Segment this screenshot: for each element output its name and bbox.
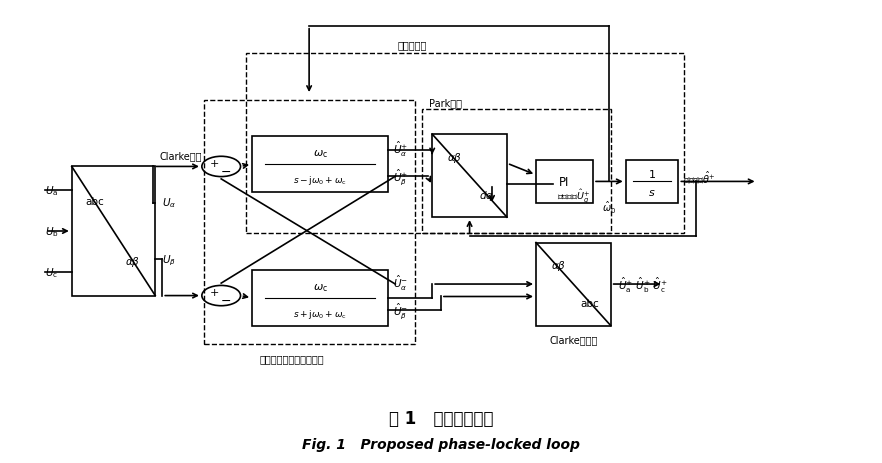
Text: Fig. 1   Proposed phase-locked loop: Fig. 1 Proposed phase-locked loop (302, 437, 580, 451)
Text: $\hat{U}_{\beta}^{+}$: $\hat{U}_{\beta}^{+}$ (392, 167, 407, 187)
Text: $U_{\mathrm{c}}$: $U_{\mathrm{c}}$ (46, 266, 58, 280)
Text: abc: abc (85, 197, 104, 207)
Text: $\alpha\beta$: $\alpha\beta$ (125, 254, 140, 268)
Text: $s-\mathrm{j}\omega_0+\omega_{\mathrm{c}}$: $s-\mathrm{j}\omega_0+\omega_{\mathrm{c}… (293, 174, 347, 187)
Bar (252, 137, 388, 193)
Text: +: + (209, 287, 219, 297)
Bar (432, 135, 507, 218)
Text: $-$: $-$ (220, 164, 231, 177)
Bar (71, 167, 155, 296)
Text: 1: 1 (648, 169, 655, 179)
Text: $\hat{U}_{\beta}^{-}$: $\hat{U}_{\beta}^{-}$ (392, 300, 407, 320)
Text: $U_{\beta}$: $U_{\beta}$ (162, 253, 176, 267)
Text: $s$: $s$ (648, 188, 656, 198)
Bar (422, 110, 610, 234)
Text: 正序相位$\hat{\theta}^{+}$: 正序相位$\hat{\theta}^{+}$ (683, 169, 715, 186)
Text: $\hat{\omega}_0$: $\hat{\omega}_0$ (602, 200, 617, 215)
Text: Park变换: Park变换 (429, 98, 461, 107)
Text: $s+\mathrm{j}\omega_0+\omega_{\mathrm{c}}$: $s+\mathrm{j}\omega_0+\omega_{\mathrm{c}… (293, 307, 347, 320)
Text: 交叉解耦自适应复数滤波: 交叉解耦自适应复数滤波 (260, 353, 325, 363)
Text: 正序幅值$\hat{U}_q^{+}$: 正序幅值$\hat{U}_q^{+}$ (557, 187, 591, 205)
Text: $U_{\mathrm{a}}$: $U_{\mathrm{a}}$ (45, 183, 58, 197)
Bar (246, 54, 684, 234)
Text: $dq$: $dq$ (479, 188, 493, 202)
Text: $\omega_{\mathrm{c}}$: $\omega_{\mathrm{c}}$ (312, 148, 327, 160)
Text: $\hat{U}_{\alpha}^{-}$: $\hat{U}_{\alpha}^{-}$ (392, 273, 407, 293)
Bar (536, 243, 610, 326)
Text: $U_{\mathrm{b}}$: $U_{\mathrm{b}}$ (45, 225, 58, 238)
Text: $\omega_{\mathrm{c}}$: $\omega_{\mathrm{c}}$ (312, 282, 327, 293)
Text: 频率自适应: 频率自适应 (398, 40, 427, 50)
Text: Clarke反变换: Clarke反变换 (549, 335, 597, 344)
Bar (625, 160, 678, 204)
Text: Clarke变换: Clarke变换 (160, 150, 202, 161)
Text: $\hat{U}_{\mathrm{a}}^{+}$ $\hat{U}_{\mathrm{b}}^{+}$ $\hat{U}_{\mathrm{c}}^{+}$: $\hat{U}_{\mathrm{a}}^{+}$ $\hat{U}_{\ma… (617, 275, 668, 294)
Text: +: + (209, 158, 219, 169)
Text: $\hat{U}_{\alpha}^{+}$: $\hat{U}_{\alpha}^{+}$ (392, 140, 407, 159)
Text: abc: abc (580, 299, 599, 308)
Text: PI: PI (559, 175, 570, 188)
Bar (536, 160, 593, 204)
Text: $\alpha\beta$: $\alpha\beta$ (447, 150, 462, 164)
Text: 图 1   提出的锁相环: 图 1 提出的锁相环 (389, 409, 493, 427)
Text: $-$: $-$ (220, 293, 231, 306)
Bar (204, 100, 415, 344)
Bar (252, 270, 388, 326)
Text: $U_{\alpha}$: $U_{\alpha}$ (162, 196, 176, 210)
Text: $\alpha\beta$: $\alpha\beta$ (550, 258, 566, 272)
